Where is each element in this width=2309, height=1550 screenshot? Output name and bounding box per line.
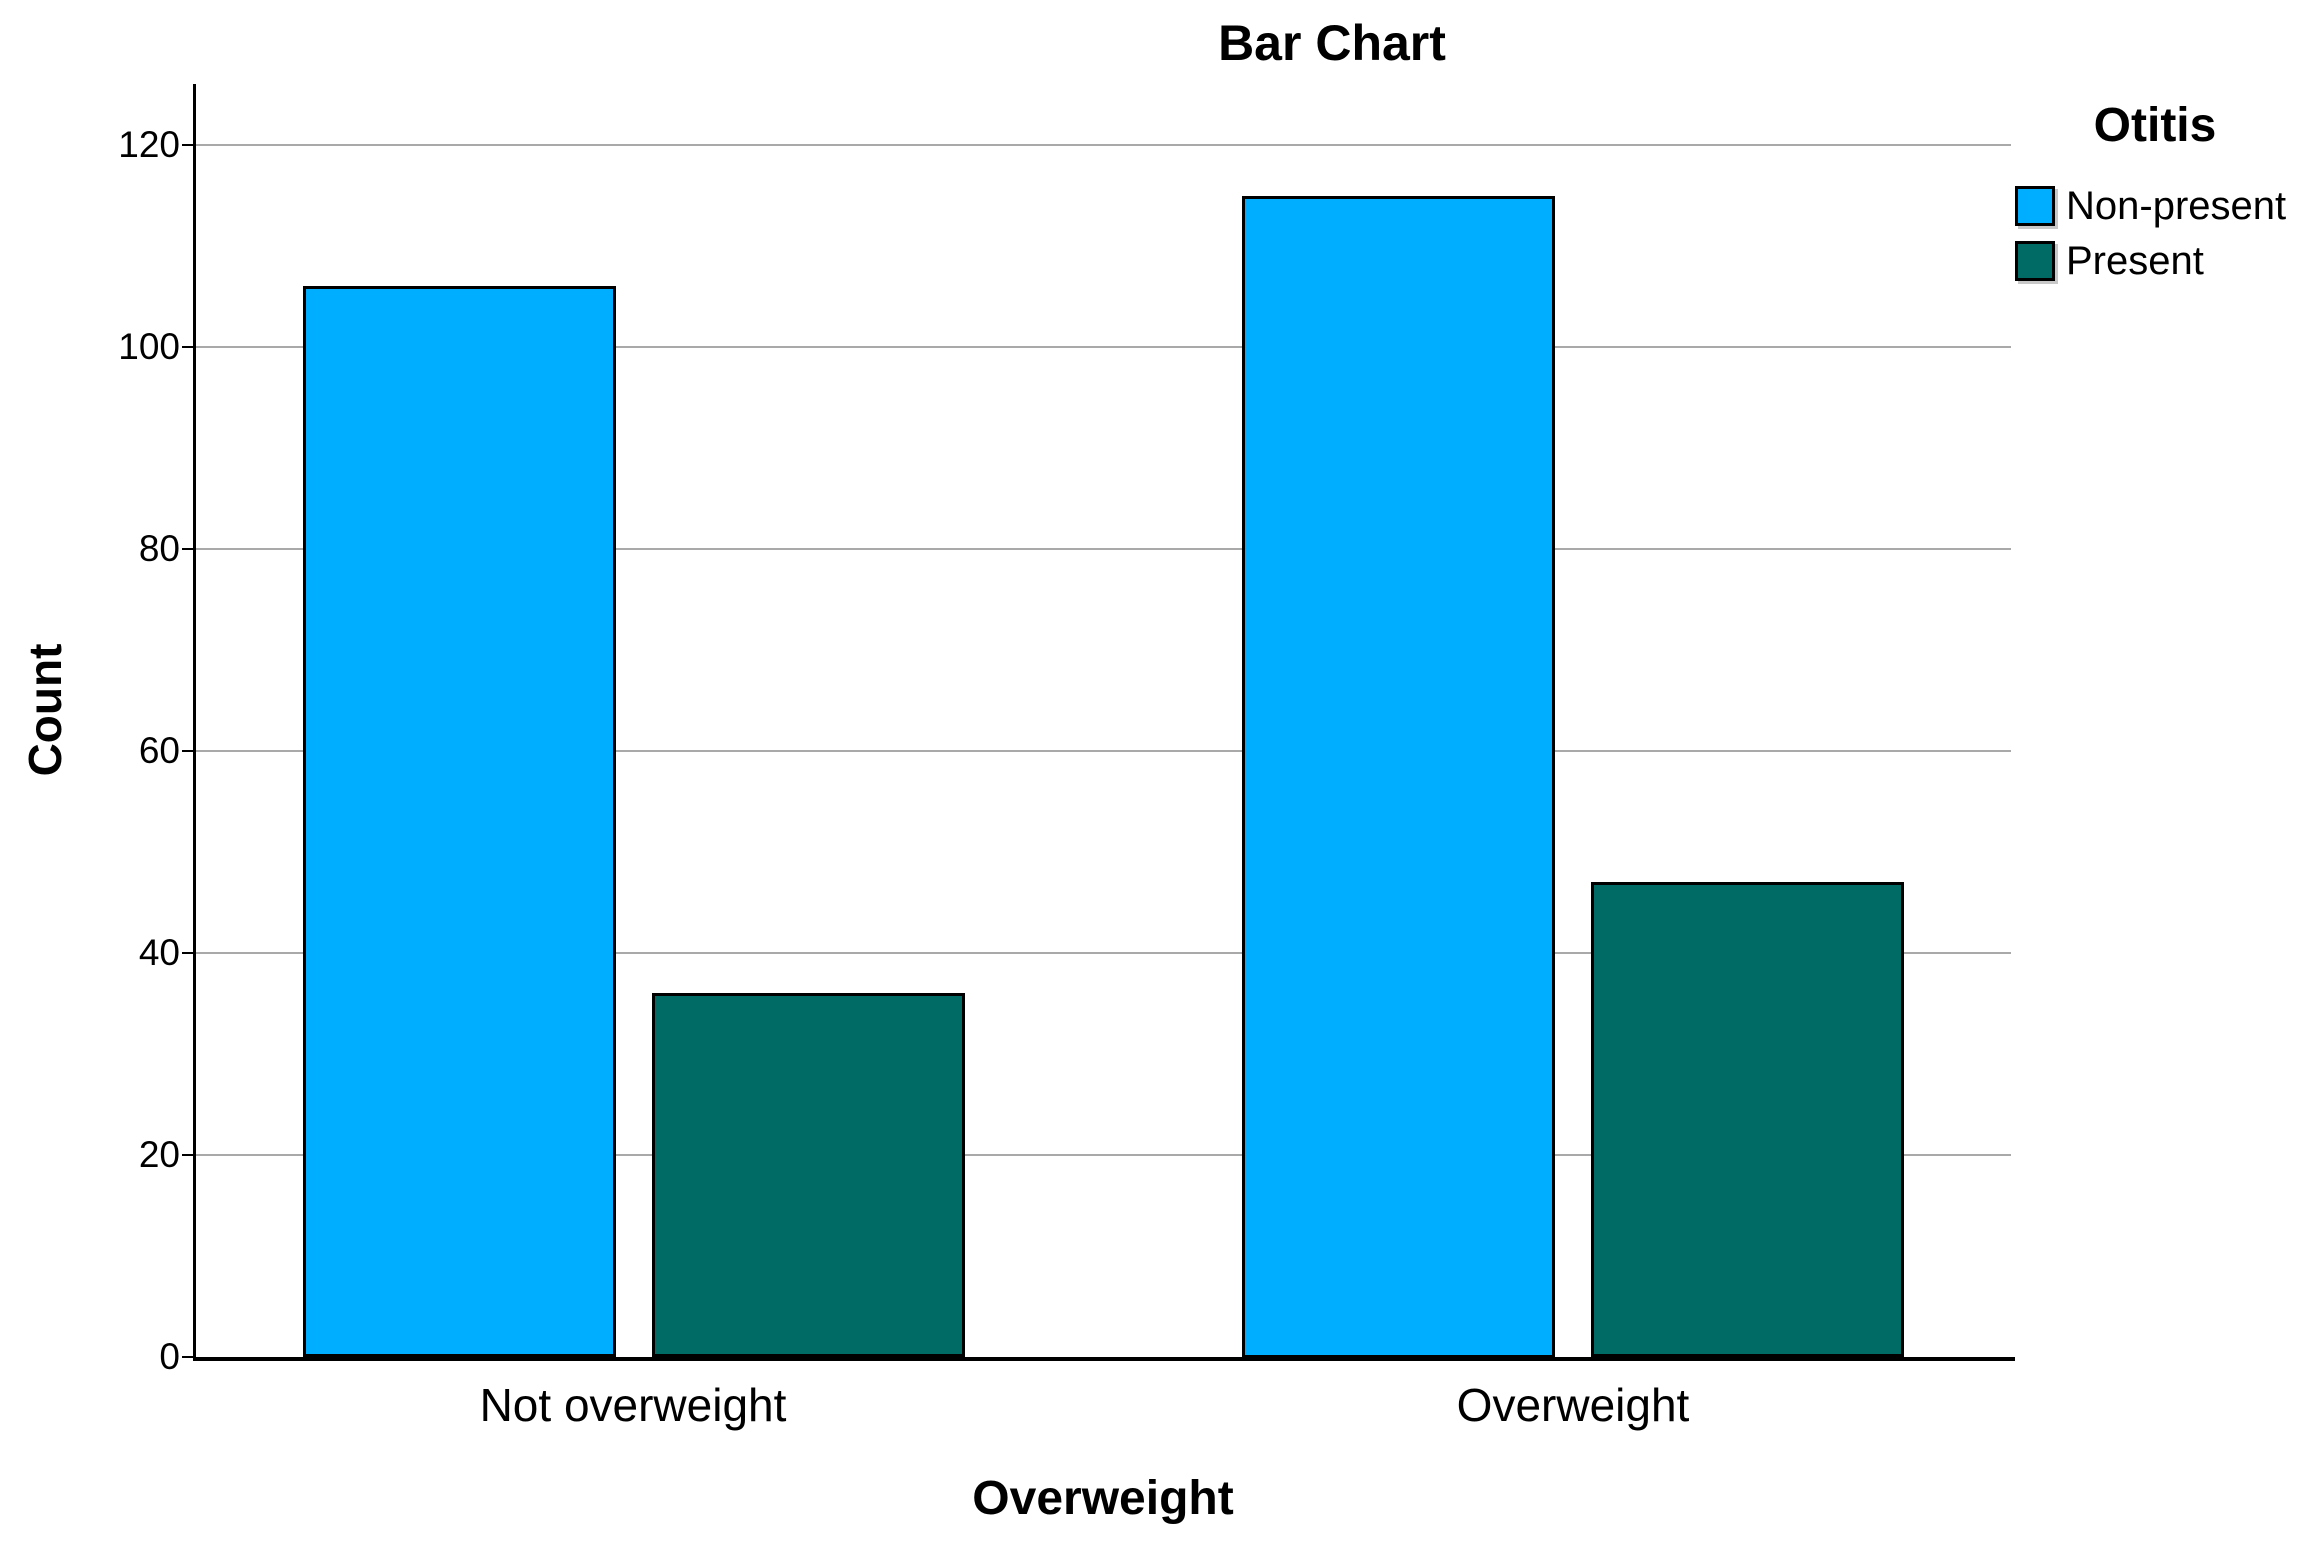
x-axis-title: Overweight	[972, 1472, 1234, 1525]
y-tick-mark-60	[182, 750, 194, 752]
legend: Otitis Non-present Present	[2010, 98, 2300, 296]
gridline-y-80	[196, 548, 2011, 550]
gridline-y-20	[196, 1154, 2011, 1156]
gridline-y-100	[196, 346, 2011, 348]
y-tick-label-60: 60	[138, 730, 180, 771]
y-tick-mark-20	[182, 1154, 194, 1156]
y-tick-mark-100	[182, 346, 194, 348]
bar-not-overweight-non-present	[302, 286, 616, 1357]
legend-item-present: Present	[2015, 239, 2300, 283]
legend-swatch-present-icon	[2015, 241, 2055, 281]
gridline-y-40	[196, 952, 2011, 954]
y-tick-label-0: 0	[159, 1336, 180, 1377]
legend-label-present: Present	[2066, 239, 2204, 283]
x-category-label-not-overweight: Not overweight	[479, 1379, 787, 1431]
plot-area	[196, 84, 2011, 1358]
bar-not-overweight-present	[651, 993, 965, 1357]
legend-item-non-present: Non-present	[2015, 184, 2300, 228]
y-tick-label-40: 40	[138, 932, 180, 973]
x-category-label-overweight: Overweight	[1456, 1379, 1690, 1431]
y-axis-line	[193, 84, 196, 1361]
chart-title: Bar Chart	[1218, 15, 1446, 71]
y-tick-mark-0	[182, 1356, 194, 1358]
gridline-y-60	[196, 750, 2011, 752]
y-tick-label-120: 120	[118, 124, 180, 165]
legend-label-non-present: Non-present	[2066, 184, 2287, 228]
y-tick-mark-40	[182, 952, 194, 954]
legend-swatch-non-present-icon	[2015, 186, 2055, 226]
y-tick-label-80: 80	[138, 528, 180, 569]
y-tick-label-100: 100	[118, 326, 180, 367]
bar-overweight-non-present	[1242, 196, 1555, 1358]
bar-overweight-present	[1591, 882, 1904, 1357]
y-tick-mark-120	[182, 144, 194, 146]
bars-layer	[196, 84, 2011, 1358]
y-tick-label-20: 20	[138, 1134, 180, 1175]
gridlines-layer	[196, 84, 2011, 1357]
legend-title: Otitis	[2093, 99, 2217, 152]
gridline-y-120	[196, 144, 2011, 146]
y-tick-mark-80	[182, 548, 194, 550]
x-axis-line	[193, 1357, 2015, 1361]
